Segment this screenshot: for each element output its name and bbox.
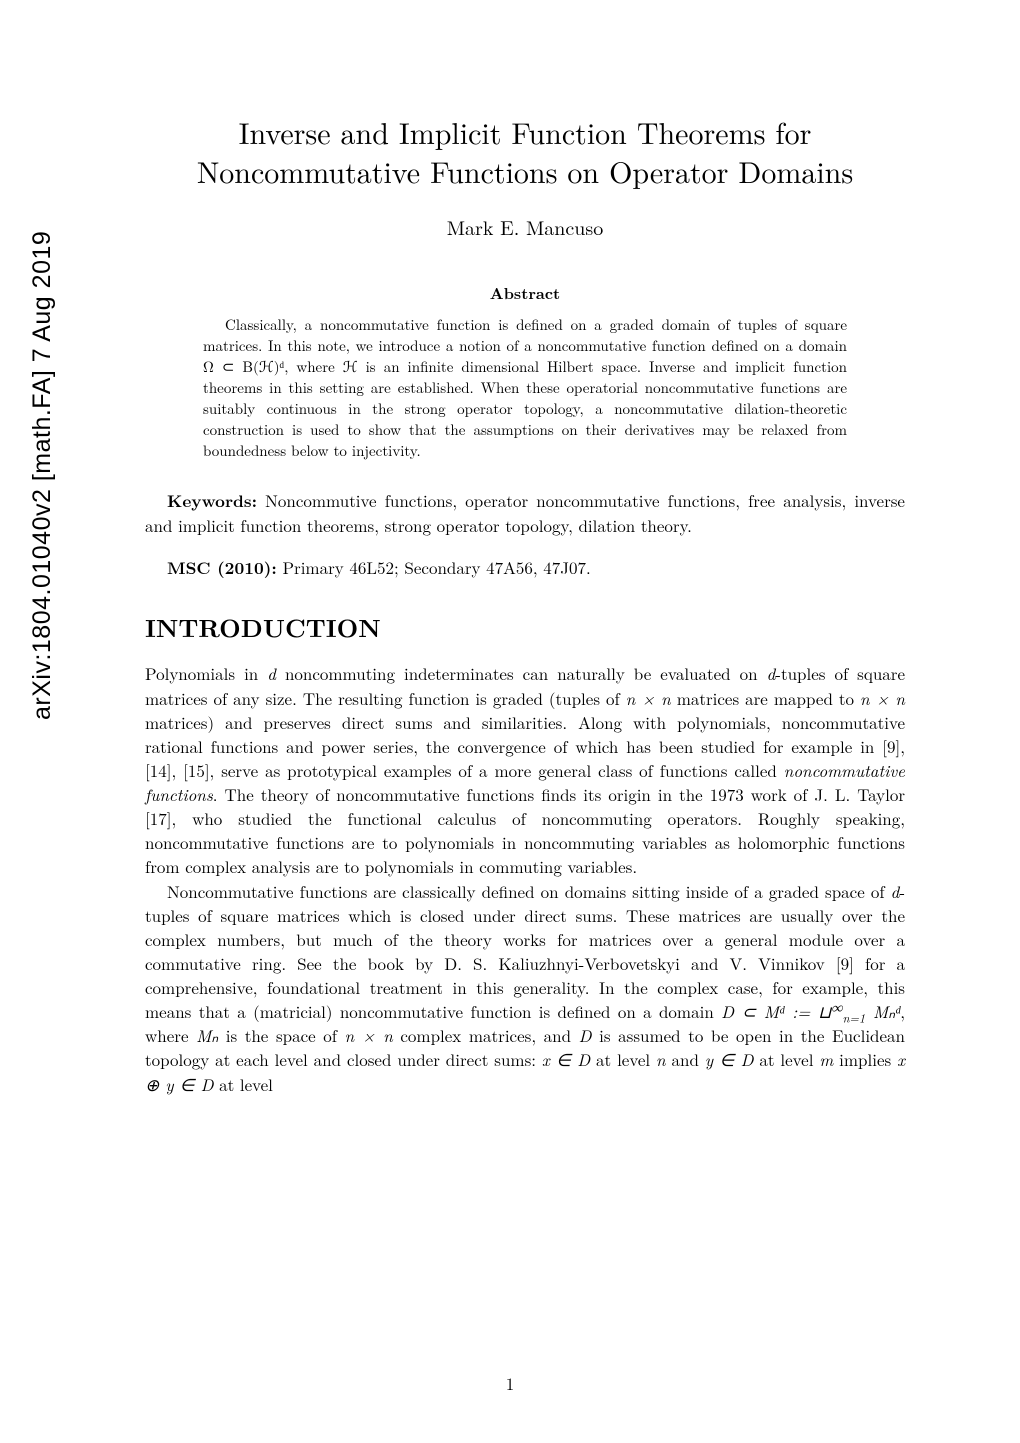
keywords-label: Keywords:	[167, 489, 257, 513]
msc-text: Primary 46L52; Secondary 47A56, 47J07.	[277, 555, 591, 579]
keywords-text: Noncommutive functions, operator noncomm…	[145, 488, 905, 537]
math-m: m	[819, 1047, 833, 1071]
math-n: n	[656, 1047, 666, 1071]
math-d: d	[767, 661, 776, 685]
author: Mark E. Mancuso	[145, 212, 905, 241]
abstract-heading: Abstract	[145, 281, 905, 304]
text: Mₙᵈ	[865, 999, 900, 1023]
text: and	[666, 1047, 705, 1071]
math-domain-def: D ⊂ Mᵈ := ⊔∞n=1 Mₙᵈ	[721, 999, 900, 1023]
text: D ⊂ Mᵈ := ⊔	[721, 999, 831, 1023]
text: at level	[213, 1072, 272, 1096]
text: Polynomials in	[145, 661, 267, 685]
sup: ∞	[831, 997, 842, 1015]
math-x-in-D: x ∈ D	[542, 1047, 590, 1071]
msc-label: MSC (2010):	[167, 556, 277, 580]
title-line-1: Inverse and Implicit Function Theorems f…	[239, 110, 812, 153]
text: complex matrices, and	[393, 1023, 579, 1047]
text: at level	[753, 1047, 819, 1071]
math-y-in-D: y ∈ D	[705, 1047, 754, 1071]
math-Mn: Mₙ	[196, 1023, 218, 1047]
math-d: d	[267, 661, 276, 685]
abstract-text: Classically, a noncommutative function i…	[203, 314, 847, 461]
math-nxn: n × n	[860, 686, 905, 710]
text: implies	[833, 1047, 897, 1071]
section-heading-introduction: INTRODUCTION	[145, 610, 905, 645]
page-content: Inverse and Implicit Function Theorems f…	[145, 112, 905, 1096]
intro-paragraph-1: Polynomials in d noncommuting indetermin…	[145, 661, 905, 878]
math-nxn: n × n	[626, 686, 671, 710]
text: . The theory of noncommutative functions…	[145, 782, 905, 878]
text: Noncommutative functions are classically…	[167, 879, 891, 903]
title-line-2: Noncommutative Functions on Operator Dom…	[197, 149, 853, 192]
keywords: Keywords: Noncommutive functions, operat…	[145, 489, 905, 538]
text: is the space of	[218, 1023, 344, 1047]
paper-title: Inverse and Implicit Function Theorems f…	[145, 112, 905, 190]
intro-paragraph-2: Noncommutative functions are classically…	[145, 879, 905, 1096]
arxiv-identifier: arXiv:1804.01040v2 [math.FA] 7 Aug 2019	[28, 231, 57, 720]
text: matrices are mapped to	[671, 686, 860, 710]
msc: MSC (2010): Primary 46L52; Secondary 47A…	[145, 556, 905, 581]
page-number: 1	[0, 1371, 1020, 1395]
math-nxn: n × n	[345, 1023, 393, 1047]
math-D: D	[579, 1023, 592, 1047]
text: at level	[590, 1047, 656, 1071]
text: noncommuting indeterminates can naturall…	[276, 661, 767, 685]
